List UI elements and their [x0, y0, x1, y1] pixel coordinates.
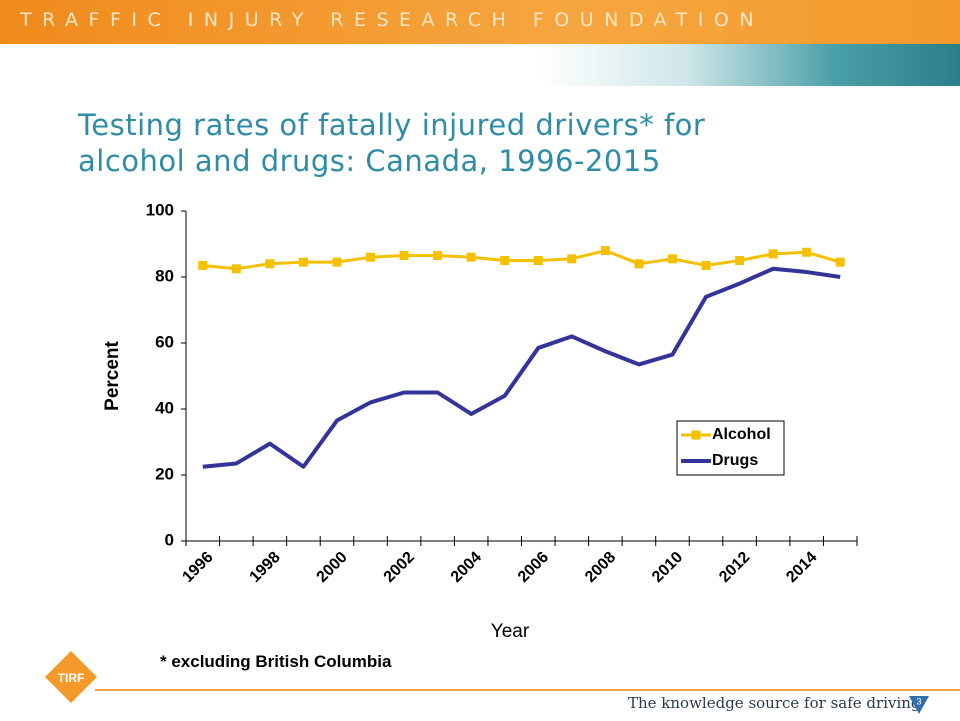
x-tick-label: 2012 [716, 549, 753, 586]
x-tick-label: 2000 [314, 549, 351, 586]
x-tick-label: 2010 [649, 549, 686, 586]
series-marker [634, 259, 643, 268]
x-tick-label: 2006 [515, 549, 552, 586]
series-marker [567, 254, 576, 263]
series-marker [400, 251, 409, 260]
footnote: * excluding British Columbia [160, 652, 391, 672]
logo: TIRF [44, 650, 98, 704]
series-marker [467, 253, 476, 262]
page-number: 3 [916, 696, 921, 706]
x-axis-label: Year [491, 621, 530, 642]
chart: Percent Year 0 20 40 60 80 100 1996 1998 2000 200… [0, 0, 960, 721]
series-marker [802, 248, 811, 257]
series-marker [601, 246, 610, 255]
x-tick-label: 1996 [179, 549, 216, 586]
series-marker [500, 256, 509, 265]
series-marker [265, 259, 274, 268]
x-tick-label: 2008 [582, 549, 619, 586]
slide: TRAFFIC INJURY RESEARCH FOUNDATION Testi… [0, 0, 960, 721]
legend-label: Drugs [712, 452, 758, 469]
y-tick-label: 0 [165, 530, 174, 549]
x-tick-label: 2002 [381, 549, 418, 586]
series-marker [769, 249, 778, 258]
footer-text: The knowledge source for safe driving [628, 694, 921, 712]
series-marker [433, 251, 442, 260]
legend-label: Alcohol [712, 426, 771, 443]
series-marker [836, 258, 845, 267]
series-marker [668, 254, 677, 263]
y-tick-label: 20 [155, 464, 174, 483]
series-marker [332, 258, 341, 267]
series-marker [198, 261, 207, 270]
y-tick-label: 40 [155, 398, 174, 417]
series-marker [534, 256, 543, 265]
x-tick-label: 1998 [246, 549, 283, 586]
series-line [203, 251, 840, 269]
legend-marker [692, 431, 701, 440]
series-marker [299, 258, 308, 267]
y-tick-label: 100 [146, 200, 174, 219]
series-marker [702, 261, 711, 270]
x-tick-label: 2004 [448, 549, 485, 586]
series-marker [735, 256, 744, 265]
x-tick-label: 2014 [783, 549, 820, 586]
series-marker [232, 264, 241, 273]
y-axis-label: Percent [102, 340, 123, 410]
page-number-badge: 3 [908, 694, 930, 716]
footer-line [95, 689, 960, 691]
y-tick-label: 60 [155, 332, 174, 351]
logo-text: TIRF [58, 671, 85, 685]
series-marker [366, 253, 375, 262]
y-tick-label: 80 [155, 266, 174, 285]
